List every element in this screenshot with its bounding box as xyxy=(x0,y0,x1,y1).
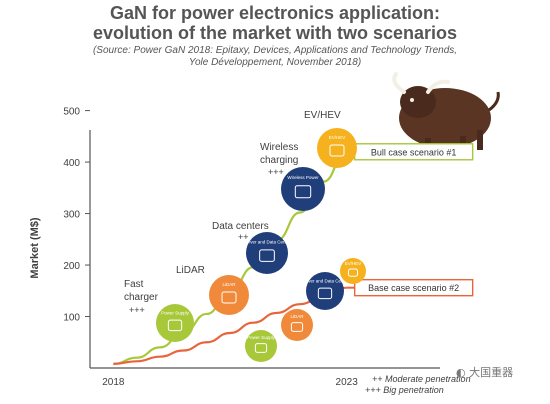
y-tick-label: 100 xyxy=(63,313,80,324)
application-badge xyxy=(281,167,325,211)
application-badge xyxy=(317,128,357,168)
application-badge-label: Server and Data Center xyxy=(301,278,349,283)
application-badge xyxy=(246,232,288,274)
application-icon xyxy=(290,322,304,332)
chart-title-line2: evolution of the market with two scenari… xyxy=(92,23,458,43)
application-badge-label: EV/HEV xyxy=(345,261,362,266)
application-badge-label: LiDAR xyxy=(222,282,236,287)
application-icon xyxy=(167,319,183,332)
wechat-icon: ◐ xyxy=(456,366,466,379)
annotation-charger: charger xyxy=(124,292,159,303)
y-tick-label: 200 xyxy=(63,261,80,272)
application-icon xyxy=(254,343,268,353)
application-icon xyxy=(347,268,359,277)
legend-moderate: ++ Moderate penetration xyxy=(372,374,471,384)
application-badge xyxy=(156,304,194,342)
y-axis-label: Market (M$) xyxy=(29,217,41,278)
series-label-2: Base case scenario #2 xyxy=(368,283,459,293)
application-badge-label: Power Supply xyxy=(247,335,276,340)
annotation-fast-plus: +++ xyxy=(129,305,145,315)
application-icon xyxy=(329,144,345,157)
series-label-box-2 xyxy=(353,278,474,297)
application-icon xyxy=(259,249,275,262)
application-icon xyxy=(317,287,333,300)
application-badge xyxy=(245,330,277,362)
y-tick-label: 500 xyxy=(63,107,80,118)
application-badge-label: Server and Data Center xyxy=(243,240,291,245)
x-tick-label: 2018 xyxy=(102,377,125,388)
application-icon xyxy=(221,291,237,304)
annotation-wireless-plus: +++ xyxy=(268,167,284,177)
watermark-text: 大国重器 xyxy=(469,366,514,379)
y-tick-label: 300 xyxy=(63,210,80,221)
x-tick-label: 2023 xyxy=(336,377,359,388)
legend-big: +++ Big penetration xyxy=(365,385,444,395)
series-label-1: Bull case scenario #1 xyxy=(371,147,457,157)
annotation-lidar: LiDAR xyxy=(176,265,205,276)
application-badge xyxy=(209,275,249,315)
application-icon xyxy=(294,185,312,199)
annotation-data-centers-plus: ++ xyxy=(238,232,249,242)
application-badge-label: Wireless Power xyxy=(287,175,319,180)
annotation-wireless: Wireless xyxy=(260,142,298,153)
annotation-ev-hev: EV/HEV xyxy=(304,110,341,121)
watermark: ◐ 大国重器 xyxy=(456,364,513,380)
application-badge-label: EV/HEV xyxy=(329,135,346,140)
chart-source-line1: (Source: Power GaN 2018: Epitaxy, Device… xyxy=(92,45,458,56)
series-line-2 xyxy=(113,286,347,365)
application-badge-label: Power Supply xyxy=(161,310,190,315)
chart-source-line2: Yole Développement, November 2018) xyxy=(188,57,362,68)
application-badge xyxy=(340,258,366,284)
application-badge xyxy=(306,272,344,310)
annotation-charging: charging xyxy=(260,155,298,166)
application-badge-label: LiDAR xyxy=(290,314,304,319)
application-badge xyxy=(281,309,313,341)
chart-title-line1: GaN for power electronics application: xyxy=(109,3,441,23)
annotation-data-centers: Data centers xyxy=(212,221,269,232)
annotation-fast: Fast xyxy=(124,279,144,290)
bull-icon xyxy=(392,72,500,156)
y-tick-label: 400 xyxy=(63,158,80,169)
